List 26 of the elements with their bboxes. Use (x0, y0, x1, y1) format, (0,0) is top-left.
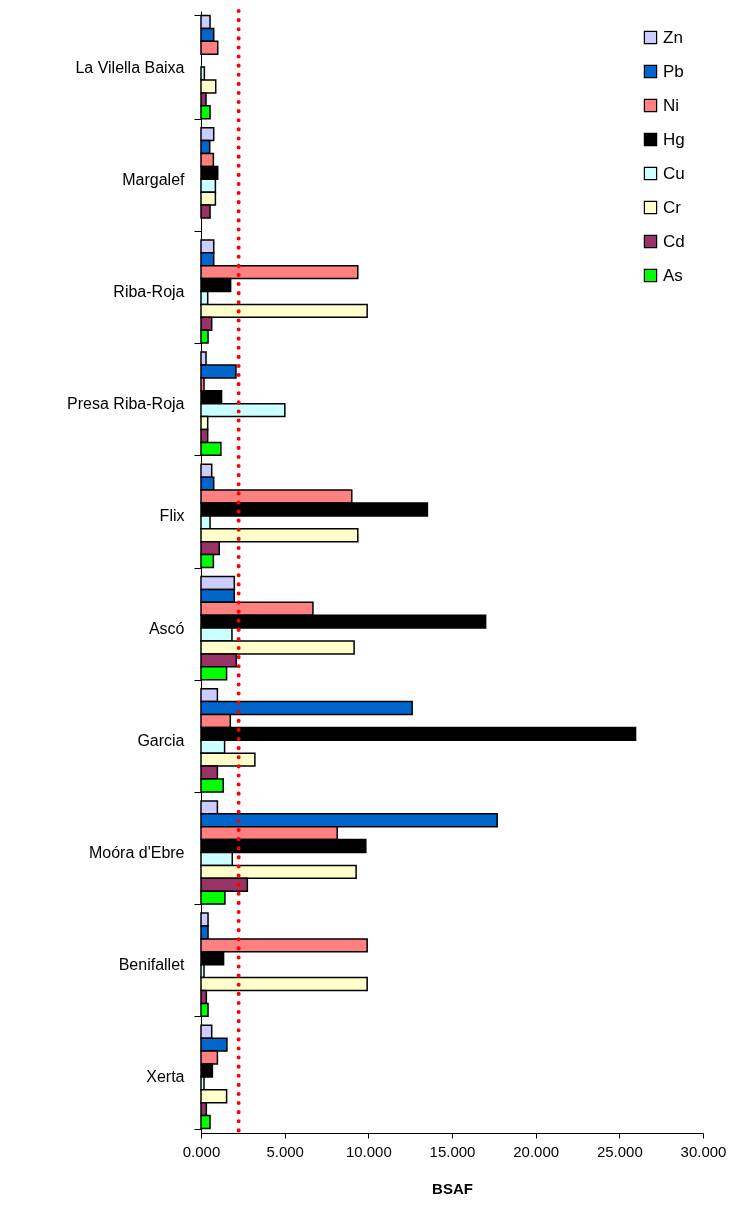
x-tick-label: 25.000 (596, 1142, 643, 1160)
y-tick-label: Ascó (148, 619, 185, 637)
y-tick-label: La Vilella Baixa (75, 58, 185, 76)
legend-label: Cu (663, 163, 685, 183)
y-tick-label: Presa Riba-Roja (67, 395, 185, 413)
x-axis-title: BSAF (432, 1179, 473, 1197)
y-tick-label: Moóra d'Ebre (88, 844, 185, 861)
x-tick-label: 20.000 (513, 1142, 560, 1160)
x-tick-label: 5.000 (266, 1142, 304, 1160)
legend-label: Zn (663, 27, 683, 47)
y-tick-label: Benifallet (118, 956, 186, 974)
x-tick-label: 0.000 (182, 1142, 221, 1160)
x-tick-label: 30.000 (680, 1142, 727, 1160)
legend-label: Cr (663, 197, 682, 217)
legend-label: Pb (663, 61, 684, 81)
legend-label: Hg (663, 129, 685, 149)
y-tick-label: Riba-Roja (113, 283, 185, 300)
y-tick-label: Margalef (122, 170, 186, 188)
legend-label: As (663, 265, 683, 285)
legend-label: Ni (663, 95, 680, 115)
legend-label: Cd (663, 231, 685, 251)
x-tick-label: 10.000 (345, 1142, 392, 1160)
y-tick-label: Xerta (146, 1068, 185, 1086)
x-tick-label: 15.000 (429, 1142, 476, 1160)
y-tick-label: Flix (159, 507, 185, 525)
y-tick-label: Garcia (137, 731, 185, 749)
